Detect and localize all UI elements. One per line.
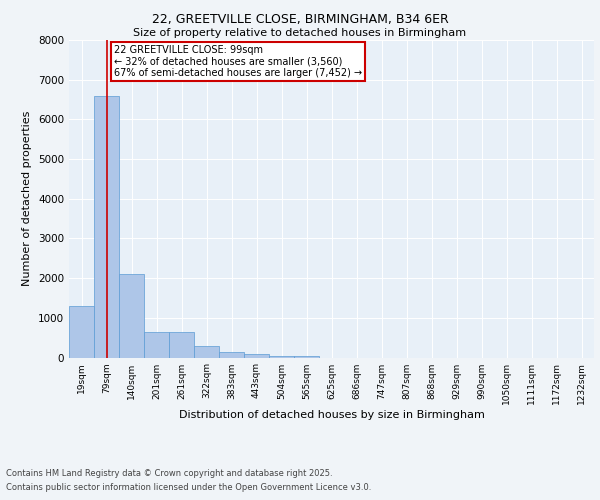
Bar: [144, 332, 169, 357]
Y-axis label: Number of detached properties: Number of detached properties: [22, 111, 32, 286]
Bar: [194, 346, 219, 358]
Bar: [94, 96, 119, 358]
Bar: [169, 332, 194, 357]
Bar: [269, 356, 294, 358]
Text: Size of property relative to detached houses in Birmingham: Size of property relative to detached ho…: [133, 28, 467, 38]
Bar: [69, 306, 94, 358]
Text: 22 GREETVILLE CLOSE: 99sqm
← 32% of detached houses are smaller (3,560)
67% of s: 22 GREETVILLE CLOSE: 99sqm ← 32% of deta…: [113, 45, 362, 78]
Bar: [294, 356, 319, 358]
Bar: [244, 354, 269, 358]
Text: 22, GREETVILLE CLOSE, BIRMINGHAM, B34 6ER: 22, GREETVILLE CLOSE, BIRMINGHAM, B34 6E…: [152, 12, 448, 26]
Text: Contains HM Land Registry data © Crown copyright and database right 2025.: Contains HM Land Registry data © Crown c…: [6, 468, 332, 477]
Text: Contains public sector information licensed under the Open Government Licence v3: Contains public sector information licen…: [6, 484, 371, 492]
Bar: [119, 274, 144, 357]
X-axis label: Distribution of detached houses by size in Birmingham: Distribution of detached houses by size …: [179, 410, 484, 420]
Bar: [219, 352, 244, 358]
